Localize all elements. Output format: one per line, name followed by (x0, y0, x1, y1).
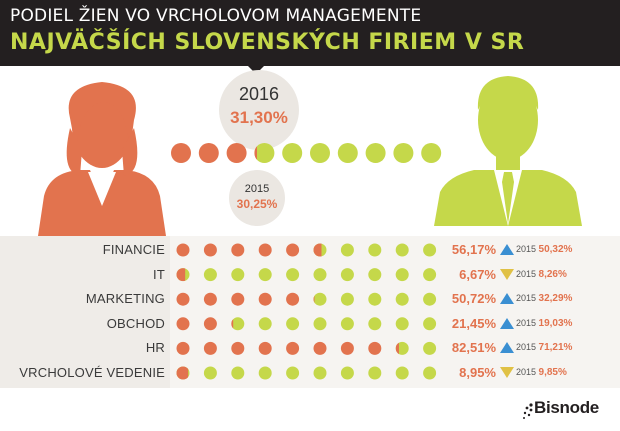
bisnode-logo: Bisnode (534, 398, 599, 417)
category-prev: 2015 50,32% (516, 244, 572, 255)
trend-up-icon (500, 244, 514, 255)
woman-icon (38, 82, 166, 236)
category-prev-value: 71,21% (538, 342, 573, 354)
category-value: 8,95% (459, 365, 496, 380)
highlight-2016-circle: 2016 31,30% (219, 70, 299, 150)
category-prev-value: 50,32% (538, 244, 573, 255)
highlight-value: 31,30% (230, 108, 288, 127)
header-pointer (246, 64, 266, 74)
top-dot (310, 143, 330, 163)
top-dot (421, 143, 442, 163)
category-prev: 2015 19,03% (516, 318, 572, 329)
category-prev: 2015 8,26% (516, 269, 567, 280)
category-prev: 2015 71,21% (516, 342, 572, 353)
category-prev: 2015 32,29% (516, 293, 572, 304)
category-prev-value: 32,29% (538, 293, 573, 305)
trend-up-icon (500, 317, 514, 329)
category-prev-year: 2015 (516, 244, 539, 254)
top-dot (198, 143, 219, 163)
category-prev-year: 2015 (516, 268, 539, 279)
category-label: FINANCIE (102, 242, 165, 257)
category-value: 6,67% (459, 266, 496, 282)
category-prev-value: 9,85% (538, 367, 567, 378)
top-dot (365, 143, 386, 163)
category-label: MARKETING (85, 291, 165, 307)
category-label: VRCHOLOVÉ VEDENIE (19, 365, 165, 380)
top-dot (337, 143, 358, 163)
man-icon (434, 76, 582, 226)
header: PODIEL ŽIEN VO VRCHOLOVOM MANAGEMENTE NA… (0, 0, 620, 66)
category-label: IT (153, 266, 165, 282)
category-value: 21,45% (451, 315, 496, 331)
trend-down-icon (500, 268, 514, 280)
highlight-year: 2016 (238, 84, 280, 104)
title-line-1: PODIEL ŽIEN VO VRCHOLOVOM MANAGEMENTE (10, 6, 422, 26)
top-dot (171, 143, 191, 163)
category-prev-year: 2015 (516, 367, 539, 377)
category-prev-value: 8,26% (538, 268, 567, 280)
category-prev-value: 19,03% (538, 317, 573, 329)
category-prev-year: 2015 (516, 342, 539, 353)
category-prev-year: 2015 (516, 317, 539, 328)
trend-down-icon (500, 367, 514, 378)
category-prev-year: 2015 (516, 293, 539, 304)
title-line-2: NAJVÄČŠÍCH SLOVENSKÝCH FIRIEM V SR (10, 30, 525, 55)
top-dot (393, 143, 414, 163)
category-prev: 2015 9,85% (516, 367, 567, 378)
category-band-dots-area (170, 236, 620, 388)
category-value: 50,72% (451, 291, 496, 307)
category-label: HR (145, 340, 165, 356)
trend-up-icon (500, 342, 514, 354)
category-value: 56,17% (451, 242, 496, 257)
category-value: 82,51% (451, 340, 496, 356)
highlight-prev-year: 2015 (244, 183, 270, 195)
category-label: OBCHOD (106, 315, 165, 331)
highlight-prev-value: 30,25% (236, 197, 278, 211)
bisnode-logo-mark (523, 403, 533, 419)
top-dot (282, 143, 303, 163)
highlight-2015-circle: 2015 30,25% (229, 170, 285, 226)
trend-up-icon (500, 293, 514, 305)
